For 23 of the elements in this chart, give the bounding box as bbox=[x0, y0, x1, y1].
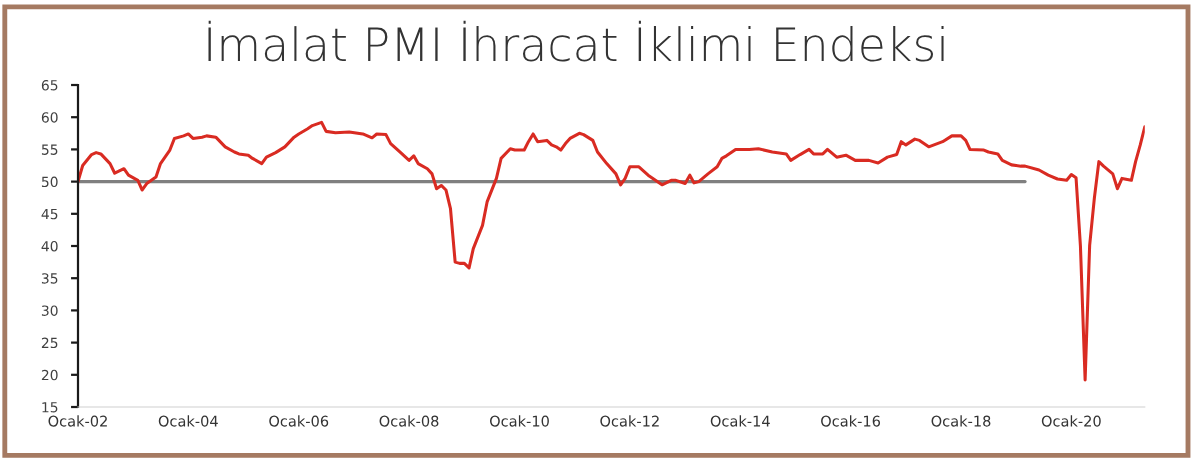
chart-title: İmalat PMI İhracat İklimi Endeksi bbox=[208, 20, 944, 62]
y-tick-label: 35 bbox=[41, 273, 58, 284]
y-tick-label: 50 bbox=[41, 176, 58, 188]
y-tick-label: 20 bbox=[41, 369, 58, 381]
y-tick-label: 45 bbox=[41, 208, 58, 220]
y-tick-label: 65 bbox=[41, 79, 58, 91]
x-tick-label: Ocak-20 bbox=[1041, 415, 1101, 427]
x-tick-label: Ocak-10 bbox=[490, 415, 549, 427]
line-series bbox=[78, 120, 1145, 382]
y-tick-label: 30 bbox=[41, 305, 58, 316]
y-tick-label: 25 bbox=[41, 337, 58, 349]
x-tick-label: Ocak-08 bbox=[379, 415, 439, 427]
x-tick-label: Ocak-12 bbox=[600, 415, 659, 427]
x-tick-label: Ocak-06 bbox=[269, 415, 329, 427]
y-tick-label: 60 bbox=[41, 112, 58, 123]
x-tick-label: Ocak-16 bbox=[821, 415, 881, 427]
y-tick-label: 55 bbox=[41, 144, 58, 155]
x-tick-label: Ocak-14 bbox=[710, 415, 770, 427]
x-tick-label: Ocak-18 bbox=[931, 415, 991, 427]
x-tick-label: Ocak-02 bbox=[48, 415, 107, 427]
y-tick-label: 40 bbox=[41, 240, 58, 252]
y-tick-label: 15 bbox=[42, 402, 58, 413]
x-tick-label: Ocak-04 bbox=[158, 415, 218, 427]
